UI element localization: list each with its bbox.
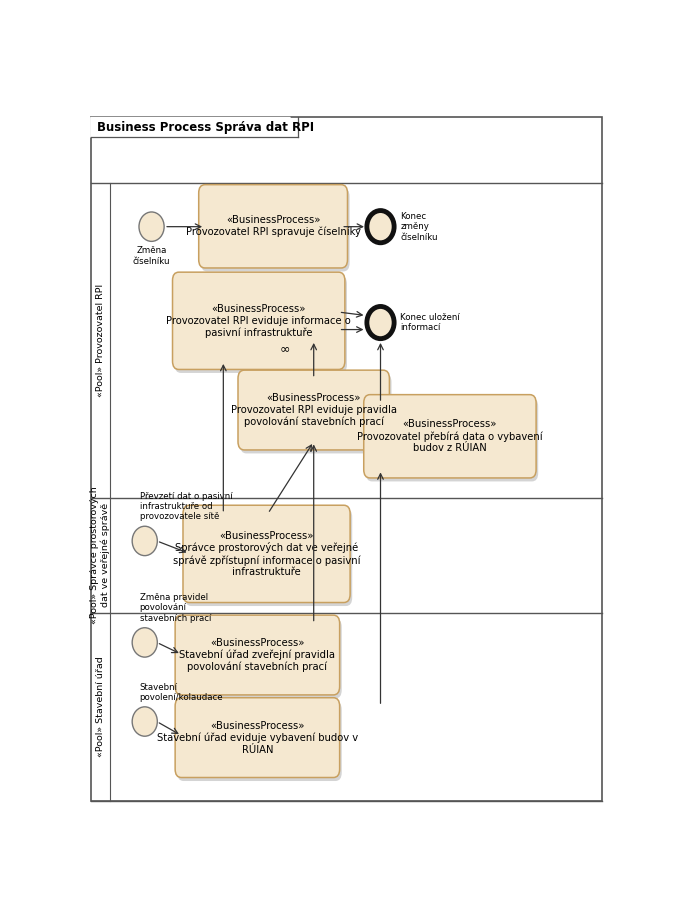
FancyBboxPatch shape (185, 509, 352, 606)
FancyBboxPatch shape (366, 398, 538, 482)
FancyBboxPatch shape (177, 701, 342, 781)
Text: ∞: ∞ (280, 343, 290, 355)
Text: Změna
číselníku: Změna číselníku (132, 246, 170, 265)
Text: «BusinessProcess»
Správce prostorových dat ve veřejné
správě zpřístupní informac: «BusinessProcess» Správce prostorových d… (173, 531, 360, 577)
Text: «BusinessProcess»
Provozovatel přebírá data o vybavení
budov z RÚIAN: «BusinessProcess» Provozovatel přebírá d… (357, 419, 543, 454)
FancyBboxPatch shape (172, 272, 345, 369)
FancyBboxPatch shape (199, 185, 347, 268)
FancyBboxPatch shape (174, 275, 347, 373)
Ellipse shape (132, 526, 158, 555)
Text: Změna pravidel
povolování
stavebních prací: Změna pravidel povolování stavebních pra… (139, 593, 211, 623)
FancyBboxPatch shape (238, 370, 389, 450)
Ellipse shape (139, 212, 164, 242)
Text: «BusinessProcess»
Provozovatel RPI eviduje pravidla
povolování stavebních prací: «BusinessProcess» Provozovatel RPI evidu… (231, 394, 397, 427)
FancyBboxPatch shape (183, 505, 350, 603)
Text: «BusinessProcess»
Stavební úřad zveřejní pravidla
povolování stavebních prací: «BusinessProcess» Stavební úřad zveřejní… (179, 638, 335, 673)
Text: Business Process Správa dat RPI: Business Process Správa dat RPI (97, 121, 314, 134)
Ellipse shape (367, 211, 394, 243)
Ellipse shape (367, 306, 394, 339)
Text: «Pool» Správce prostorových
dat ve veřejné správě: «Pool» Správce prostorových dat ve veřej… (90, 486, 110, 624)
Text: «Pool» Provozovatel RPI: «Pool» Provozovatel RPI (96, 284, 105, 396)
FancyBboxPatch shape (240, 374, 391, 454)
FancyBboxPatch shape (364, 395, 536, 478)
FancyBboxPatch shape (201, 188, 349, 272)
Text: Konec uložení
informací: Konec uložení informací (400, 313, 460, 333)
Text: Stavební
povolení/kolaudace: Stavební povolení/kolaudace (139, 683, 223, 702)
Text: «Pool» Stavební úřad: «Pool» Stavební úřad (96, 656, 105, 757)
Text: Konec
změny
číselníku: Konec změny číselníku (400, 212, 438, 242)
FancyBboxPatch shape (175, 698, 339, 777)
Text: «BusinessProcess»
Stavební úřad eviduje vybavení budov v
RÚIAN: «BusinessProcess» Stavební úřad eviduje … (157, 721, 358, 754)
FancyBboxPatch shape (177, 619, 342, 698)
Polygon shape (91, 117, 297, 137)
FancyBboxPatch shape (175, 615, 339, 694)
Ellipse shape (132, 628, 158, 657)
Text: «BusinessProcess»
Provozovatel RPI eviduje informace o
pasivní infrastruktuře: «BusinessProcess» Provozovatel RPI evidu… (166, 304, 351, 338)
Text: Převzetí dat o pasivní
infrastruktuře od
provozovatele sítě: Převzetí dat o pasivní infrastruktuře od… (139, 492, 232, 522)
Text: «BusinessProcess»
Provozovatel RPI spravuje číselníky: «BusinessProcess» Provozovatel RPI sprav… (186, 215, 360, 237)
Ellipse shape (132, 707, 158, 736)
